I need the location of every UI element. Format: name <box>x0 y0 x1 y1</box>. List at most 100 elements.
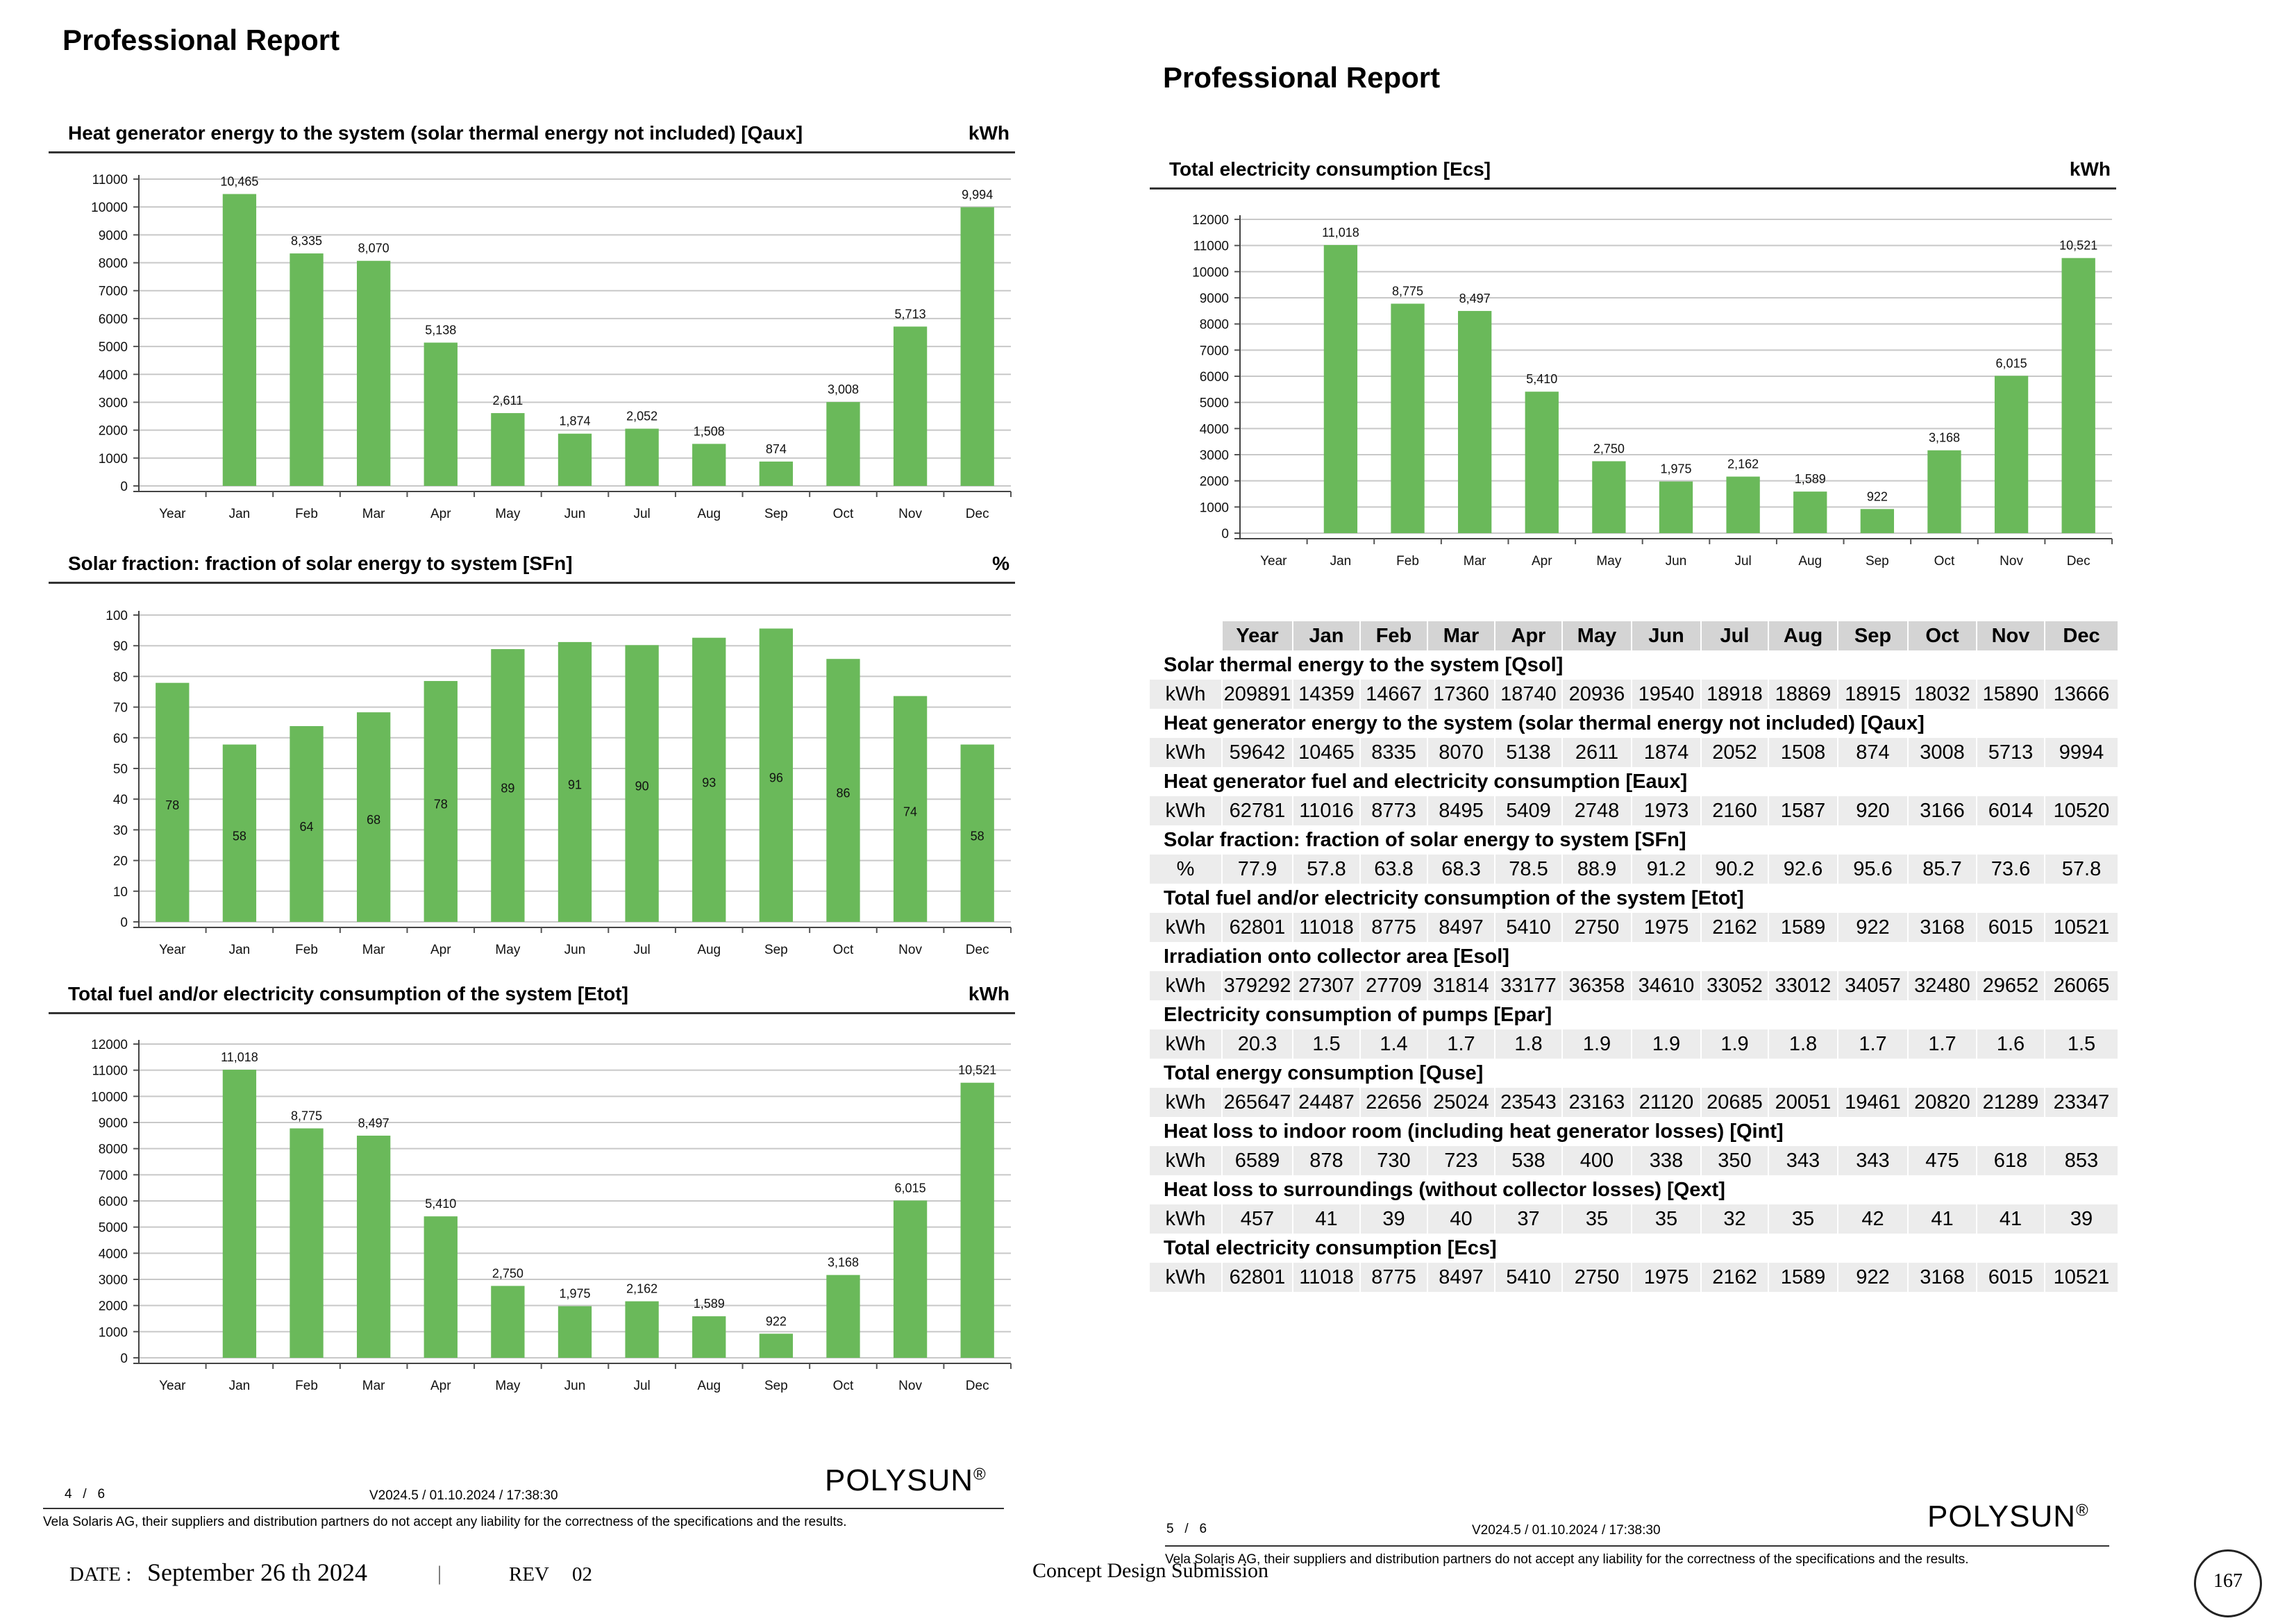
x-tick-label: Feb <box>295 507 318 521</box>
chart-heading-qaux: Heat generator energy to the system (sol… <box>49 111 1015 153</box>
data-label: 3,168 <box>1929 431 1960 445</box>
table-cell: 39 <box>1359 1204 1427 1234</box>
data-label: 5,410 <box>425 1197 456 1211</box>
table-cell: 3008 <box>1907 738 1977 767</box>
table-row-title: Solar fraction: fraction of solar energy… <box>1150 825 2118 855</box>
table-cell: 37 <box>1494 1204 1562 1234</box>
table-cell: 2748 <box>1561 796 1632 825</box>
bar <box>759 628 793 922</box>
table-row: kWh 62781 11016 8773 8495 5409 2748 1973 2160 158… <box>1150 796 2118 825</box>
table-cell: 3168 <box>1907 913 1977 942</box>
y-tick-label: 7000 <box>99 285 128 299</box>
table-cell: 62781 <box>1221 796 1293 825</box>
row-title: Heat generator energy to the system (sol… <box>1164 712 1925 734</box>
row-unit: kWh <box>1150 738 1222 767</box>
data-label: 8,775 <box>1392 284 1423 298</box>
sheet-number-badge: 167 <box>2194 1549 2262 1617</box>
bar <box>491 413 525 486</box>
y-tick-label: 3000 <box>1200 448 1229 463</box>
table-cell: 400 <box>1561 1146 1632 1175</box>
data-label: 922 <box>766 1314 787 1328</box>
table-row: kWh 209891 14359 14667 17360 18740 20936 19540 1… <box>1150 680 2118 709</box>
table-cell: 1589 <box>1768 913 1838 942</box>
data-label: 1,589 <box>694 1297 725 1311</box>
bar <box>960 207 994 486</box>
chart-unit: kWh <box>968 122 1009 144</box>
bar <box>1458 310 1492 533</box>
table-cell: 32480 <box>1907 971 1977 1000</box>
y-tick-label: 5000 <box>99 340 128 355</box>
data-label: 1,975 <box>1660 462 1691 476</box>
table-row: kWh 62801 11018 8775 8497 5410 2750 1975 2162 158… <box>1150 913 2118 942</box>
table-cell: 8495 <box>1427 796 1495 825</box>
data-label: 6,015 <box>895 1181 926 1195</box>
bar <box>893 696 928 922</box>
bar <box>558 1306 592 1358</box>
sheet-number: 167 <box>2213 1570 2243 1592</box>
data-label: 91 <box>568 777 582 791</box>
bar <box>491 1286 525 1358</box>
data-label: 78 <box>165 798 179 812</box>
table-cell: 85.7 <box>1907 855 1977 884</box>
x-tick-label: Apr <box>430 943 451 957</box>
data-label: 64 <box>300 820 314 834</box>
data-label: 74 <box>903 805 917 818</box>
table-row-title: Electricity consumption of pumps [Epar] <box>1150 1000 2118 1029</box>
table-cell: 23163 <box>1561 1088 1632 1117</box>
header-cell-empty <box>1150 621 1222 650</box>
table-cell: 853 <box>2044 1146 2118 1175</box>
table-row-title: Heat generator fuel and electricity cons… <box>1150 767 2118 796</box>
data-label: 1,589 <box>1795 472 1826 486</box>
table-cell: 1589 <box>1768 1263 1838 1292</box>
x-tick-label: Dec <box>966 1379 989 1393</box>
row-unit: kWh <box>1150 1088 1222 1117</box>
table-cell: 19461 <box>1837 1088 1908 1117</box>
x-tick-label: Year <box>159 507 186 521</box>
chart-title: Solar fraction: fraction of solar energy… <box>68 553 573 574</box>
bar <box>625 645 659 922</box>
data-label: 3,168 <box>828 1256 859 1270</box>
data-label: 8,497 <box>1459 292 1491 305</box>
table-cell: 2052 <box>1700 738 1768 767</box>
table-cell: 78.5 <box>1494 855 1562 884</box>
bar <box>826 1275 860 1358</box>
table-cell: 343 <box>1837 1146 1908 1175</box>
y-tick-label: 2000 <box>99 1300 128 1314</box>
table-cell: 618 <box>1976 1146 2045 1175</box>
table-cell: 1.4 <box>1359 1029 1427 1059</box>
x-tick-label: Mar <box>1464 554 1486 569</box>
x-tick-label: Apr <box>430 507 451 521</box>
row-unit: kWh <box>1150 1263 1222 1292</box>
table-cell: 32 <box>1700 1204 1768 1234</box>
row-title: Total energy consumption [Quse] <box>1164 1061 1484 1084</box>
table-cell: 10465 <box>1292 738 1360 767</box>
data-label: 8,775 <box>291 1109 322 1122</box>
table-cell: 41 <box>1976 1204 2045 1234</box>
y-tick-label: 90 <box>113 639 128 654</box>
table-cell: 379292 <box>1221 971 1293 1000</box>
table-cell: 18915 <box>1837 680 1908 709</box>
y-tick-label: 4000 <box>1200 422 1229 437</box>
x-tick-label: Oct <box>833 1379 854 1393</box>
y-tick-label: 100 <box>106 609 128 623</box>
table-cell: 6014 <box>1976 796 2045 825</box>
table-cell: 35 <box>1768 1204 1838 1234</box>
header-cell: Jul <box>1700 621 1768 650</box>
table-cell: 8070 <box>1427 738 1495 767</box>
chart-heading-etot: Total fuel and/or electricity consumptio… <box>49 972 1015 1014</box>
table-cell: 91.2 <box>1631 855 1701 884</box>
bar <box>558 433 592 486</box>
chart-title: Total electricity consumption [Ecs] <box>1169 158 1491 180</box>
title-block-divider: | <box>437 1562 442 1585</box>
table-cell: 18869 <box>1768 680 1838 709</box>
x-tick-label: Year <box>1260 554 1287 569</box>
table-cell: 33177 <box>1494 971 1562 1000</box>
data-label: 6,015 <box>1996 356 2027 370</box>
right-polysun-logo: POLYSUN® <box>1927 1499 2089 1533</box>
y-tick-label: 4000 <box>99 1247 128 1261</box>
table-cell: 922 <box>1837 1263 1908 1292</box>
header-cell: Jun <box>1631 621 1701 650</box>
row-title: Total electricity consumption [Ecs] <box>1164 1236 1497 1259</box>
submission-title: Concept Design Submission <box>1032 1559 1269 1582</box>
table-cell: 5138 <box>1494 738 1562 767</box>
